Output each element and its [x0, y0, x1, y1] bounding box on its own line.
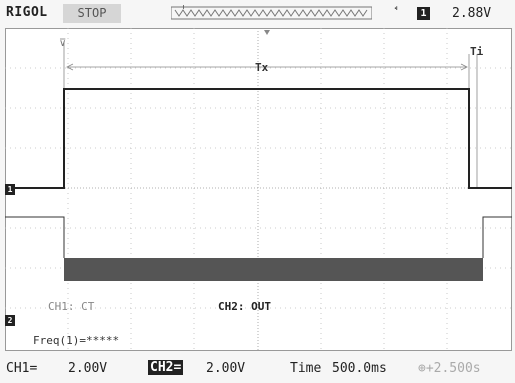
- ch1-tag: CH1: CT: [48, 300, 95, 313]
- bottom-status-bar: CH1= 2.00V CH2= 2.00V Time 500.0ms ⊕+2.5…: [0, 352, 515, 383]
- timebase-value[interactable]: 500.0ms: [332, 361, 387, 376]
- memory-position-bar: T: [171, 5, 372, 20]
- measurement-cursors: [63, 42, 478, 188]
- ch2-trace: [5, 216, 512, 281]
- waveform-display: [5, 28, 512, 351]
- ti-label: Ti: [470, 45, 484, 58]
- trigger-level: 2.88V: [452, 6, 492, 21]
- trigger-source-badge: 1: [417, 7, 430, 20]
- frequency-readout: Freq(1)=*****: [33, 334, 120, 347]
- ch2-volts-per-div: 2.00V: [206, 361, 246, 376]
- ch2-ground-marker: 2: [5, 315, 15, 326]
- waveform-canvas: ⊽ Tx Ti: [5, 28, 512, 351]
- top-status-bar: RIGOL STOP T ꜗ 1 2.88V: [0, 0, 515, 28]
- timebase-label: Time: [290, 361, 322, 376]
- brand-logo: RIGOL: [6, 5, 48, 20]
- run-stop-indicator[interactable]: STOP: [63, 4, 121, 23]
- ch1-volts-per-div: 2.00V: [68, 361, 108, 376]
- trigger-position-marker: [264, 30, 270, 35]
- trigger-offset: ⊕+2.500s: [418, 361, 481, 376]
- ch1-coupling-label[interactable]: CH1=: [6, 361, 38, 376]
- tx-label: Tx: [255, 61, 269, 74]
- cursor-a-icon: ⊽: [59, 38, 66, 49]
- ch1-ground-marker: 1: [5, 184, 15, 195]
- graticule-center-axes: [5, 28, 512, 351]
- svg-text:T: T: [181, 5, 186, 11]
- ch2-coupling-label[interactable]: CH2=: [148, 360, 184, 375]
- ch1-trace: [5, 88, 512, 189]
- ch2-tag: CH2: OUT: [218, 300, 271, 313]
